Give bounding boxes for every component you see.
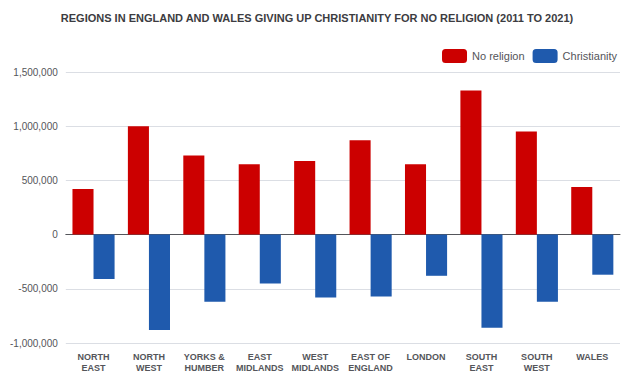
svg-text:REGIONS IN ENGLAND AND WALES G: REGIONS IN ENGLAND AND WALES GIVING UP C…	[61, 12, 574, 24]
svg-text:No religion: No religion	[472, 50, 525, 62]
svg-text:0: 0	[52, 229, 58, 240]
svg-text:WEST: WEST	[302, 352, 329, 362]
svg-text:1,500,000: 1,500,000	[13, 67, 58, 78]
svg-text:500,000: 500,000	[22, 175, 59, 186]
svg-text:ENGLAND: ENGLAND	[348, 363, 393, 373]
svg-text:EAST: EAST	[248, 352, 273, 362]
svg-text:MIDLANDS: MIDLANDS	[236, 363, 284, 373]
svg-text:WEST: WEST	[136, 363, 163, 373]
svg-text:HUMBER: HUMBER	[185, 363, 225, 373]
svg-text:NORTH: NORTH	[78, 352, 110, 362]
svg-text:-1,000,000: -1,000,000	[10, 338, 58, 349]
svg-text:Christianity: Christianity	[563, 50, 618, 62]
svg-text:EAST: EAST	[469, 363, 494, 373]
svg-text:MIDLANDS: MIDLANDS	[291, 363, 339, 373]
svg-text:EAST OF: EAST OF	[351, 352, 391, 362]
svg-text:1,000,000: 1,000,000	[13, 121, 58, 132]
svg-text:NORTH: NORTH	[133, 352, 165, 362]
svg-text:SOUTH: SOUTH	[521, 352, 553, 362]
svg-text:SOUTH: SOUTH	[466, 352, 498, 362]
svg-text:LONDON: LONDON	[407, 352, 446, 362]
svg-text:WEST: WEST	[524, 363, 551, 373]
svg-text:EAST: EAST	[82, 363, 107, 373]
svg-text:YORKS &: YORKS &	[184, 352, 226, 362]
svg-text:-500,000: -500,000	[18, 283, 58, 294]
svg-text:WALES: WALES	[576, 352, 608, 362]
